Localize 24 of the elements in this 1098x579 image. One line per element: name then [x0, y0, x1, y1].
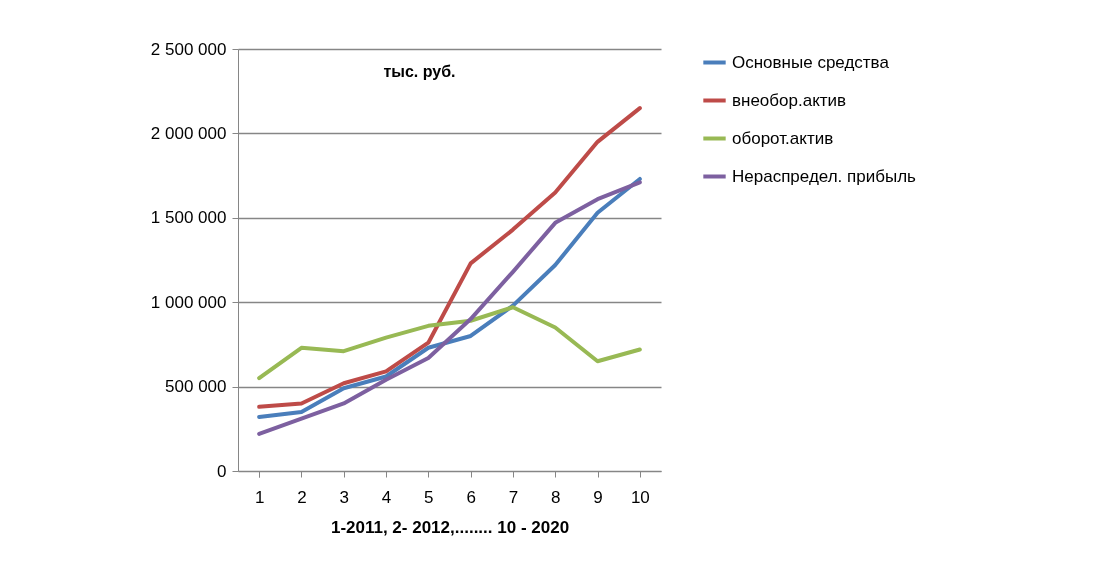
x-tick-label: 8 [551, 487, 561, 507]
y-tick-label: 2 000 000 [150, 123, 227, 143]
x-tick-label: 1 [254, 487, 265, 507]
x-tick-label: 9 [593, 487, 603, 507]
line-series [257, 305, 642, 381]
legend-label: Основные средства [732, 52, 890, 72]
y-tick-label: 0 [217, 461, 227, 481]
x-tick-label: 3 [339, 487, 349, 507]
x-tick-label: 7 [508, 487, 519, 507]
legend-label: оборот.актив [732, 128, 834, 148]
legend-label: внеобор.актив [732, 90, 847, 110]
text: тыс. руб. [383, 63, 456, 80]
x-tick-label: 5 [424, 487, 434, 507]
legend-label: Нераспредел. прибыль [732, 166, 917, 186]
x-tick-label: 2 [297, 487, 307, 507]
y-tick-label: 500 000 [165, 377, 227, 397]
y-tick-label: 1 000 000 [150, 292, 227, 312]
y-tick-label: 1 500 000 [150, 208, 227, 228]
y-tick-label: 2 500 000 [150, 39, 227, 59]
x-tick-label: 10 [630, 487, 650, 507]
x-tick-label: 4 [381, 487, 392, 507]
x-axis-title: 1-2011, 2- 2012,........ 10 - 2020 [330, 517, 570, 537]
x-tick-label: 6 [466, 487, 476, 507]
line-series [257, 106, 642, 409]
